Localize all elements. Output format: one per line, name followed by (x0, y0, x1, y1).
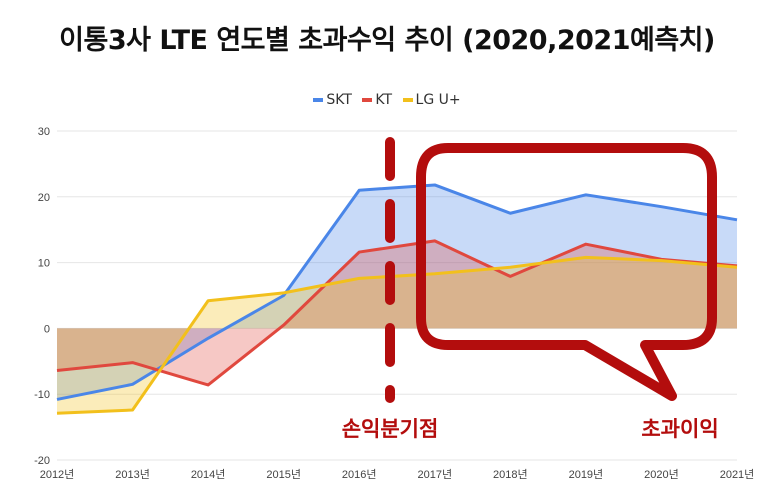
legend-label: LG U+ (415, 92, 461, 108)
chart-title: 이통3사 LTE 연도별 초과수익 추이 (2020,2021예측치) (59, 25, 715, 56)
x-tick-label: 2017년 (417, 468, 452, 481)
line-skt (56, 183, 738, 401)
y-tick-label: 0 (44, 323, 50, 335)
y-tick-label: -20 (34, 455, 50, 467)
line-lgu (56, 255, 738, 415)
legend-label: KT (375, 92, 393, 108)
area-skt (57, 184, 737, 400)
legend-swatch (402, 98, 413, 102)
legend: SKT KT LG U+ (0, 90, 774, 108)
y-tick-label: 20 (38, 192, 50, 204)
area-lgu (57, 257, 737, 414)
x-tick-label: 2012년 (40, 468, 75, 481)
x-tick-label: 2020년 (644, 468, 679, 481)
x-tick-label: 2018년 (493, 468, 528, 481)
legend-label: SKT (326, 92, 352, 108)
x-tick-label: 2014년 (191, 468, 226, 481)
line-kt (56, 239, 738, 387)
legend-swatch (362, 98, 373, 102)
legend-item-lgu: LG U+ (402, 92, 461, 108)
x-tick-label: 2021년 (720, 468, 755, 481)
y-tick-label: 10 (38, 258, 50, 270)
legend-item-skt: SKT (313, 92, 352, 108)
x-tick-label: 2019년 (569, 468, 604, 481)
area-kt (57, 240, 737, 385)
speech-bubble (416, 143, 717, 401)
legend-swatch (313, 98, 324, 102)
x-tick-label: 2013년 (115, 468, 150, 481)
y-tick-label: 30 (38, 126, 50, 138)
legend-item-kt: KT (362, 92, 392, 108)
y-tick-label: -10 (34, 389, 50, 401)
x-tick-label: 2015년 (266, 468, 301, 481)
excess-profit-label: 초과이익 (641, 417, 718, 441)
x-tick-label: 2016년 (342, 468, 377, 481)
breakeven-label: 손익분기점 (342, 417, 439, 441)
